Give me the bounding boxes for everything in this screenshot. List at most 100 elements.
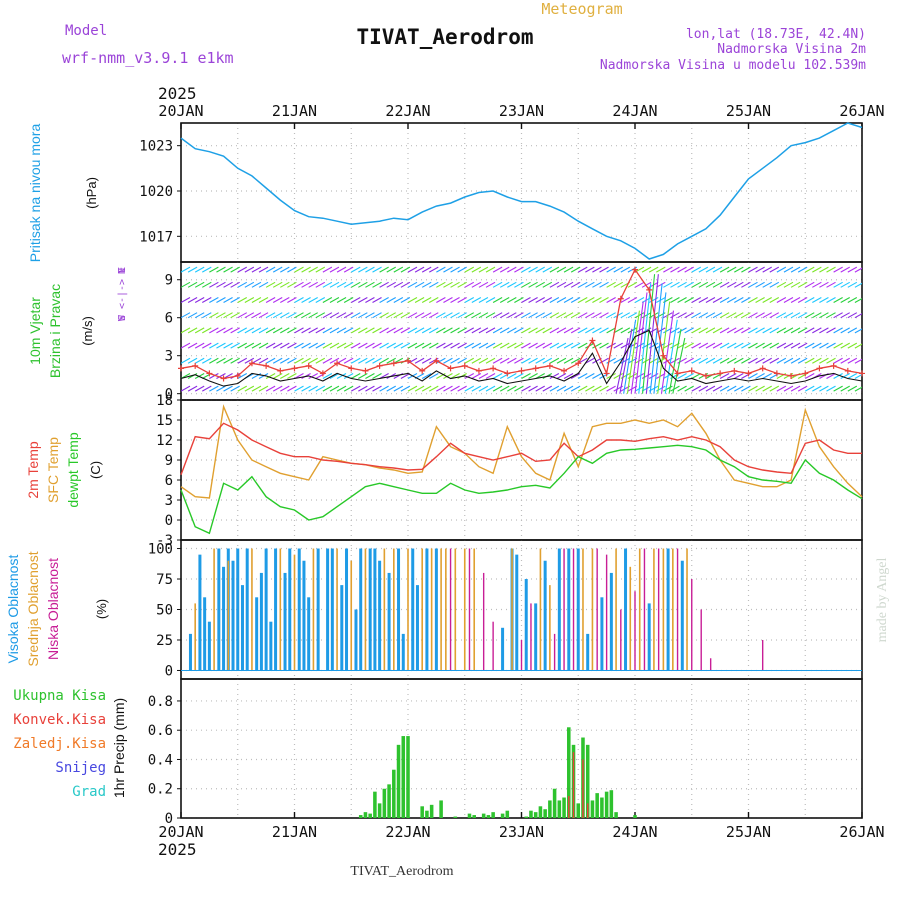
- wind-barb: [521, 372, 531, 379]
- wind-barb: [429, 372, 439, 379]
- wind-barb: [570, 342, 581, 349]
- wind-barb: [329, 266, 340, 273]
- wind-barb: [712, 281, 723, 288]
- wind-barb: [365, 327, 375, 334]
- wind-barb: [209, 327, 219, 334]
- wind-barb: [365, 372, 375, 379]
- wind-barb: [322, 372, 333, 379]
- wind-barb: [294, 312, 304, 319]
- wind-barb: [485, 312, 496, 319]
- wind-barb: [684, 372, 694, 379]
- low-cloud-bar: [492, 621, 494, 671]
- total-precip-bar: [486, 815, 491, 818]
- wind-barb: [585, 312, 595, 319]
- wind-barb: [315, 312, 326, 319]
- total-precip-bar: [604, 791, 609, 818]
- wind-barb: [790, 357, 801, 364]
- x-tick-label-bottom: 23JAN: [499, 823, 544, 841]
- precip-ytick-label: 0.8: [148, 694, 173, 710]
- wind-barb: [308, 327, 318, 334]
- wind-gust-marker: [490, 365, 497, 372]
- wind-barb: [563, 372, 574, 379]
- wind-gust-marker: [362, 367, 369, 374]
- wind-barb: [840, 385, 850, 392]
- wind-barb: [181, 312, 191, 319]
- wind-barb: [365, 312, 375, 319]
- low-cloud-bar: [553, 633, 556, 671]
- wind-barb: [677, 342, 687, 349]
- wind-barb: [393, 281, 404, 288]
- wind-barb: [748, 385, 758, 392]
- wind-barb: [542, 327, 553, 334]
- wind-barb: [322, 312, 333, 319]
- wind-barb: [734, 266, 744, 273]
- wind-barb: [471, 266, 482, 273]
- total-precip-bar: [453, 816, 458, 818]
- precip-panel: 0 0.2 0.4 0.6 0.8: [148, 678, 863, 827]
- temperature-ytick-label: 12: [156, 433, 173, 449]
- wind-barb: [365, 266, 375, 273]
- wind-barb: [833, 312, 843, 319]
- compass-north: N: [117, 268, 128, 274]
- convective-precip-bar: [586, 803, 589, 818]
- wind-barb: [790, 342, 801, 349]
- wind-barb: [258, 327, 269, 334]
- high-cloud-bar: [283, 572, 287, 671]
- x-tick-label-bottom: 26JAN: [839, 823, 884, 841]
- high-cloud-bar: [609, 572, 613, 671]
- wind-barb: [194, 357, 205, 364]
- wind-barb: [386, 357, 396, 364]
- wind-barb: [421, 342, 432, 349]
- wind-barb: [726, 266, 737, 273]
- wind-barb: [861, 362, 862, 364]
- wind-barb: [436, 327, 446, 334]
- wind-barb: [209, 342, 219, 349]
- x-tick-label-bottom: 22JAN: [385, 823, 430, 841]
- axis-label-line: 2m Temp: [25, 441, 41, 499]
- wind-barb: [400, 312, 411, 319]
- wind-barb: [393, 312, 404, 319]
- high-cloud-bar: [236, 548, 240, 671]
- wind-barb: [726, 385, 737, 392]
- wind-barb: [393, 297, 404, 303]
- wind-barb: [471, 385, 482, 392]
- high-cloud-bar: [425, 548, 429, 671]
- pressure-ytick-label: 1023: [139, 139, 173, 155]
- low-cloud-bar: [449, 548, 452, 671]
- wind-barb: [514, 385, 524, 392]
- wind-barb: [209, 357, 219, 364]
- wind-barb: [812, 312, 822, 319]
- temperature-panel: -3 0 3 6 9 12 15 18: [156, 393, 863, 549]
- wind-barb: [691, 281, 702, 288]
- wind-barb: [769, 297, 780, 303]
- wind-barb: [216, 357, 226, 364]
- wind-barb: [471, 312, 482, 319]
- wind-barb: [507, 357, 517, 364]
- axis-label: Pritisak na nivou mora: [27, 124, 43, 263]
- wind-barb: [790, 281, 801, 288]
- wind-barb: [485, 297, 496, 303]
- wind-barb: [492, 266, 503, 273]
- high-cloud-bar: [198, 554, 202, 671]
- wind-barb: [237, 312, 248, 319]
- wind-barb: [535, 266, 545, 273]
- x-tick-label-bottom: 20JAN: [158, 823, 203, 841]
- wind-gust-marker: [745, 370, 752, 377]
- wind-barb: [804, 327, 815, 334]
- wind-barb: [599, 266, 609, 273]
- wind-barb: [308, 281, 318, 288]
- wind-barb: [748, 266, 758, 273]
- wind-barb: [840, 297, 850, 303]
- wind-barb: [329, 372, 340, 379]
- wind-barb: [755, 372, 765, 379]
- wind-barb: [698, 266, 709, 273]
- wind-gust-marker: [802, 370, 809, 377]
- wind-barb: [819, 281, 829, 288]
- mid-cloud-bar: [672, 548, 674, 671]
- wind-barb: [230, 281, 240, 288]
- chart-panels: 1017102010230369-30369121518025507510000…: [5, 102, 885, 841]
- wind-barb: [400, 385, 411, 392]
- wind-barb: [507, 385, 517, 392]
- wind-barb: [443, 327, 453, 334]
- wind-barb: [854, 297, 862, 303]
